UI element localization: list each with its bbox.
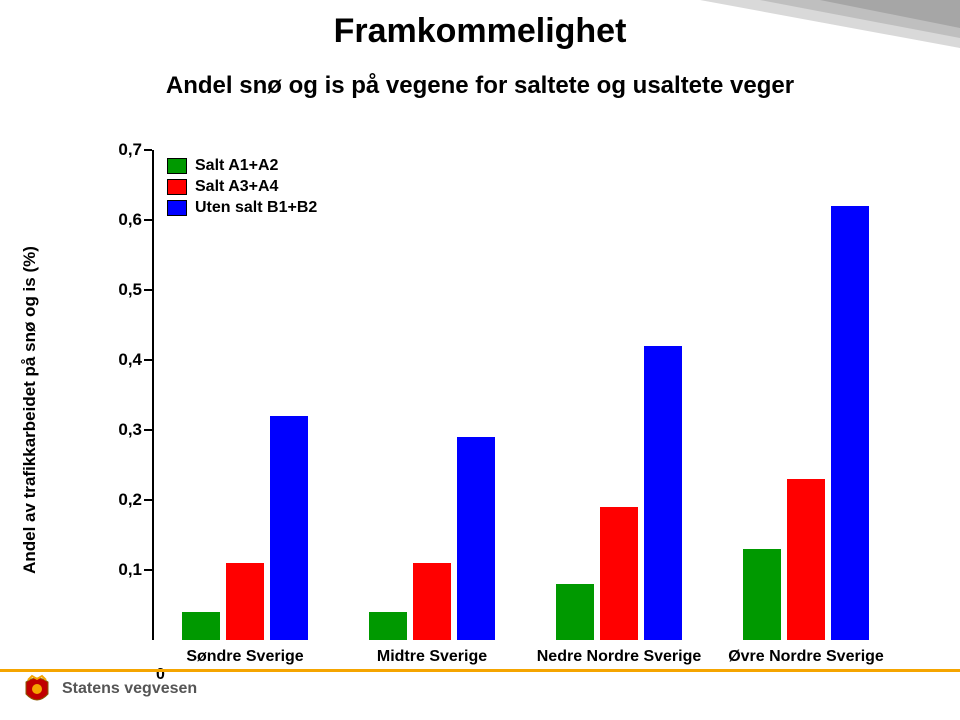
footer-logo: Statens vegvesen bbox=[20, 672, 197, 706]
legend-label: Uten salt B1+B2 bbox=[195, 199, 317, 217]
y-axis bbox=[152, 150, 154, 640]
logo-emblem-icon bbox=[20, 672, 54, 706]
bar bbox=[831, 206, 869, 640]
y-tick-label: 0,1 bbox=[112, 560, 142, 580]
legend-label: Salt A3+A4 bbox=[195, 178, 278, 196]
x-category-label: Nedre Nordre Sverige bbox=[537, 648, 702, 666]
y-tick-label: 0,2 bbox=[112, 490, 142, 510]
y-tick bbox=[144, 499, 152, 501]
bar bbox=[743, 549, 781, 640]
y-tick bbox=[144, 429, 152, 431]
legend-swatch-icon bbox=[167, 158, 187, 174]
bar bbox=[644, 346, 682, 640]
slide: Framkommelighet Andel snø og is på vegen… bbox=[0, 0, 960, 720]
bar bbox=[182, 612, 220, 640]
bar bbox=[457, 437, 495, 640]
legend-item: Salt A3+A4 bbox=[167, 178, 317, 196]
y-tick bbox=[144, 219, 152, 221]
legend-swatch-icon bbox=[167, 179, 187, 195]
y-tick bbox=[144, 359, 152, 361]
y-tick-label: 0,5 bbox=[112, 280, 142, 300]
legend-item: Uten salt B1+B2 bbox=[167, 199, 317, 217]
bar bbox=[413, 563, 451, 640]
legend: Salt A1+A2 Salt A3+A4 Uten salt B1+B2 bbox=[167, 154, 317, 220]
legend-item: Salt A1+A2 bbox=[167, 157, 317, 175]
y-tick bbox=[144, 569, 152, 571]
bar bbox=[556, 584, 594, 640]
bar bbox=[787, 479, 825, 640]
bar bbox=[369, 612, 407, 640]
bar bbox=[226, 563, 264, 640]
bar bbox=[270, 416, 308, 640]
legend-label: Salt A1+A2 bbox=[195, 157, 278, 175]
y-tick bbox=[144, 149, 152, 151]
y-axis-label: Andel av trafikkarbeidet på snø og is (%… bbox=[20, 246, 40, 574]
bar bbox=[600, 507, 638, 640]
x-category-label: Midtre Sverige bbox=[377, 648, 487, 666]
page-subtitle: Andel snø og is på vegene for saltete og… bbox=[0, 72, 960, 100]
y-tick-label: 0,6 bbox=[112, 210, 142, 230]
y-tick-label: 0,3 bbox=[112, 420, 142, 440]
y-tick bbox=[144, 289, 152, 291]
footer-org-name: Statens vegvesen bbox=[62, 680, 197, 698]
x-category-label: Øvre Nordre Sverige bbox=[728, 648, 884, 666]
legend-swatch-icon bbox=[167, 200, 187, 216]
y-tick-label: 0,4 bbox=[112, 350, 142, 370]
plot-area: Salt A1+A2Salt A3+A4Uten salt B1+B2 Sønd… bbox=[152, 150, 920, 640]
page-title: Framkommelighet bbox=[0, 12, 960, 51]
x-category-label: Søndre Sverige bbox=[186, 648, 303, 666]
y-tick-label: 0,7 bbox=[112, 140, 142, 160]
bar-chart: Andel av trafikkarbeidet på snø og is (%… bbox=[40, 140, 920, 680]
